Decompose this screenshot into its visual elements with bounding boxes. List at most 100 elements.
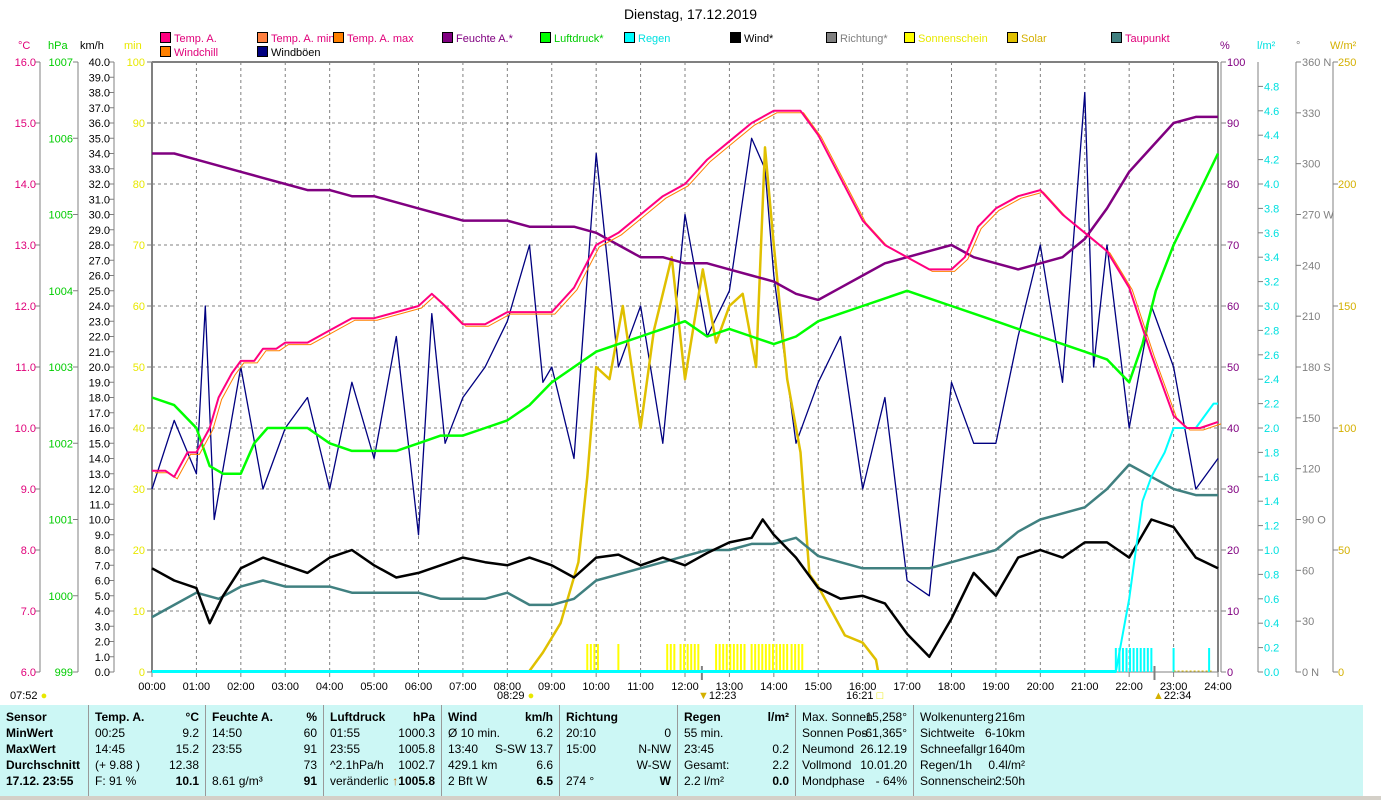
wind-tick-label: 16.0: [89, 423, 110, 435]
rain-tick-label: 0.4: [1264, 618, 1279, 630]
rain-tick-label: 1.2: [1264, 521, 1279, 533]
rain-unit: l/m²: [767, 710, 789, 724]
dir-current: W: [659, 774, 671, 788]
temp-tick-label: 11.0: [15, 362, 36, 374]
pct-tick-label: 60: [1227, 301, 1239, 313]
press-tick-label: 1001: [49, 515, 73, 527]
rain-tick-label: 2.2: [1264, 399, 1279, 411]
wind-tick-label: 29.0: [89, 225, 110, 237]
wind-tick-label: 1.0: [95, 652, 110, 664]
wind-tick-label: 23.0: [89, 316, 110, 328]
x-tick-label: 03:00: [271, 681, 299, 693]
col-wind: Wind km/h Ø 10 min. 6.2 13:40 S-SW 13.7 429…: [442, 705, 560, 796]
wind-tick-label: 39.0: [89, 72, 110, 84]
horizontal-scrollbar[interactable]: [0, 796, 1381, 800]
series-line-solar: [527, 146, 880, 673]
temp-tick-label: 13.0: [15, 240, 36, 252]
misc-value-3: 0.4l/m²: [988, 758, 1025, 772]
legend-swatch: [730, 32, 741, 43]
legend-label: Taupunkt: [1125, 33, 1170, 45]
x-tick-label: 15:00: [804, 681, 832, 693]
temp-avg-value: 12.38: [168, 758, 199, 772]
press-tick-label: 1000: [49, 591, 73, 603]
wind-tick-label: 35.0: [89, 133, 110, 145]
rain-tick-label: 3.4: [1264, 252, 1279, 264]
x-tick-label: 09:00: [538, 681, 566, 693]
rain-tick-label: 2.8: [1264, 325, 1279, 337]
x-tick-label: 13:00: [716, 681, 744, 693]
temp-max-value: 15.2: [175, 742, 199, 756]
wind-tick-label: 18.0: [89, 393, 110, 405]
legend-label: Solar: [1021, 33, 1047, 45]
rain-tick-label: 4.2: [1264, 155, 1279, 167]
noon-time: 12:23: [708, 690, 737, 702]
misc-label-4: Sonnenschein: [920, 774, 997, 788]
temp-tick-label: 8.0: [21, 545, 36, 557]
sunset-time: 16:21: [846, 690, 874, 702]
legend-swatch: [442, 32, 453, 43]
dir-tick-label: 150: [1302, 413, 1320, 425]
wind-avg10-label: Ø 10 min.: [448, 726, 501, 740]
sun-icon: ●: [40, 690, 48, 702]
temp-avg-note: (+ 9.88 ): [95, 758, 141, 772]
press-max-value: 1005.8: [398, 742, 435, 756]
legend-item: Taupunkt: [1111, 32, 1170, 45]
rain-tick-label: 4.8: [1264, 81, 1279, 93]
hum-current: 91: [303, 774, 317, 788]
dir-tick-label: 120: [1302, 464, 1320, 476]
min-tick-label: 10: [133, 606, 145, 618]
dir-tick-label: 30: [1302, 616, 1314, 628]
x-tick-label: 23:00: [1160, 681, 1188, 693]
legend-item: Wind*: [730, 32, 773, 45]
rain-max-time: 23:45: [684, 742, 715, 756]
dir-avg-value: W-SW: [636, 758, 671, 772]
pct-tick-label: 70: [1227, 240, 1239, 252]
unit-press: hPa: [48, 40, 68, 52]
x-tick-label: 01:00: [183, 681, 211, 693]
pct-tick-label: 30: [1227, 484, 1239, 496]
wind-tick-label: 31.0: [89, 194, 110, 206]
press-tick-label: 999: [55, 667, 73, 679]
series: [151, 91, 1222, 673]
rain-tick-label: 1.6: [1264, 472, 1279, 484]
col-rain: Regen l/m² 55 min. 23:45 0.2 Gesamt: 2.2 2.…: [678, 705, 796, 796]
grid: [152, 62, 1218, 672]
weather-chart: 00:00 01:00 02:00 03:00 04:00 05:00 06:00 07:00…: [14, 0, 1381, 705]
legend-label: Sonnenschein: [918, 33, 988, 45]
temp-current: 10.1: [175, 774, 199, 788]
dir-tick-label: 60: [1302, 565, 1314, 577]
legend-swatch: [160, 46, 171, 57]
rain-tick-label: 0.0: [1264, 667, 1279, 679]
wind-tick-label: 24.0: [89, 301, 110, 313]
row-label-avg: Durchschnitt: [6, 758, 81, 772]
wind-tick-label: 38.0: [89, 88, 110, 100]
wind-tick-label: 30.0: [89, 210, 110, 222]
noon-icon: ▼: [698, 690, 709, 702]
press-tick-label: 1002: [49, 438, 73, 450]
x-tick-label: 18:00: [938, 681, 966, 693]
x-tick-label: 24:00: [1204, 681, 1232, 693]
legend-item: Windchill: [160, 46, 218, 59]
x-tick-label: 08:00: [494, 681, 522, 693]
series-line-wind: [151, 518, 1219, 659]
temp-unit: °C: [185, 710, 199, 724]
dir-max-time: 15:00: [566, 742, 597, 756]
press-max-time: 23:55: [330, 742, 361, 756]
col-direction: Richtung 20:10 0 15:00 N-NW W-SW 274 ° W: [560, 705, 678, 796]
rain-tick-label: 3.2: [1264, 277, 1279, 289]
misc-label-3: Regen/1h: [920, 758, 973, 772]
temp-tick-label: 14.0: [15, 179, 36, 191]
sunrise-marker: 08:29 ●: [497, 690, 534, 702]
press-header: Luftdruck: [330, 710, 386, 724]
sunshine-start-time: 07:52: [10, 690, 38, 702]
right-margin: [1363, 0, 1381, 705]
min-tick-label: 30: [133, 484, 145, 496]
temp-min-time: 00:25: [95, 726, 126, 740]
astro-value-3: 10.01.20: [860, 758, 907, 772]
min-tick-label: 40: [133, 423, 145, 435]
wind-max-time: 13:40: [448, 742, 479, 756]
dir-tick-label: 300: [1302, 159, 1320, 171]
legend-item: Temp. A.: [160, 32, 217, 45]
rain-tick-label: 2.4: [1264, 374, 1279, 386]
dir-min-time: 20:10: [566, 726, 597, 740]
